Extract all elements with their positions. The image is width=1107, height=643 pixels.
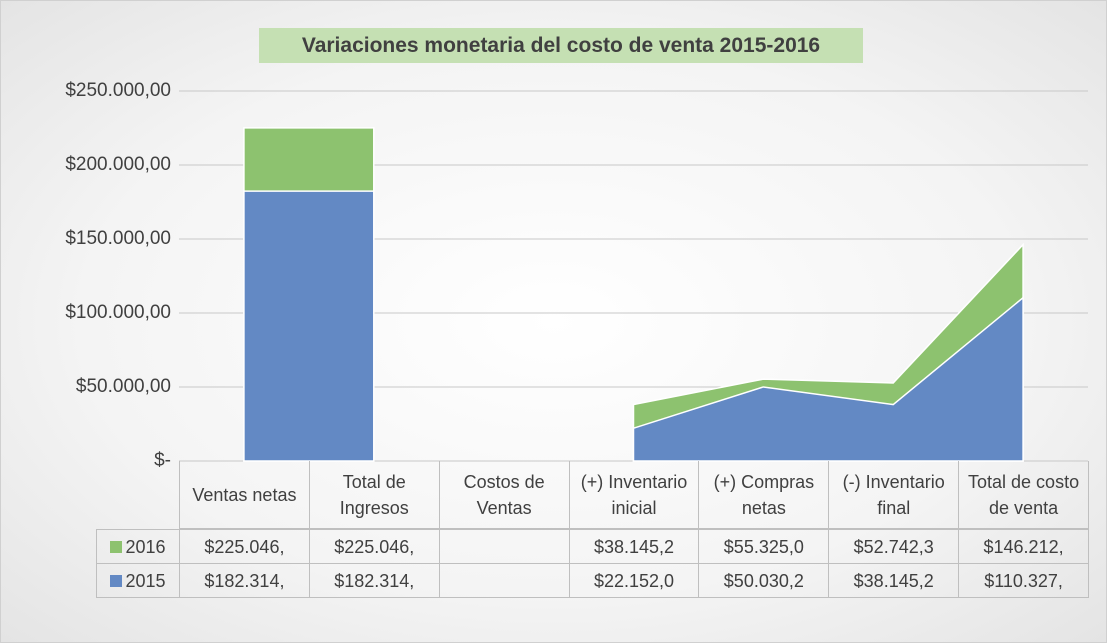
legend-swatch	[110, 540, 123, 553]
category-header: Total de costo de venta	[958, 461, 1089, 529]
table-cell: $52.742,3	[828, 529, 960, 564]
chart-title: Variaciones monetaria del costo de venta…	[259, 28, 863, 63]
table-cell: $110.327,	[958, 563, 1089, 598]
table-cell: $38.145,2	[568, 529, 700, 564]
y-tick-label: $150.000,00	[65, 228, 171, 249]
y-tick-label: $250.000,00	[65, 80, 171, 101]
y-tick-label: $-	[154, 450, 171, 471]
category-header: (+) Compras netas	[698, 461, 830, 529]
table-cell: $38.145,2	[828, 563, 960, 598]
y-tick-label: $100.000,00	[65, 302, 171, 323]
legend-swatch	[110, 574, 123, 587]
table-cell: $146.212,	[958, 529, 1089, 564]
table-cell	[438, 563, 570, 598]
legend-entry: 2016	[96, 529, 180, 564]
table-cell: $225.046,	[179, 529, 310, 564]
table-cell	[438, 529, 570, 564]
category-header: Total de Ingresos	[308, 461, 440, 529]
category-header: (-) Inventario final	[828, 461, 960, 529]
category-header: Ventas netas	[179, 461, 310, 529]
table-cell: $225.046,	[308, 529, 440, 564]
table-cell: $182.314,	[308, 563, 440, 598]
table-cell: $182.314,	[179, 563, 310, 598]
y-tick-label: $200.000,00	[65, 154, 171, 175]
table-cell: $50.030,2	[698, 563, 830, 598]
area	[243, 190, 1024, 462]
legend-label: 2015	[125, 570, 166, 591]
y-tick-label: $50.000,00	[76, 376, 171, 397]
table-cell: $55.325,0	[698, 529, 830, 564]
category-header: Costos de Ventas	[438, 461, 570, 529]
table-cell: $22.152,0	[568, 563, 700, 598]
category-header: (+) Inventario inicial	[568, 461, 700, 529]
legend-entry: 2015	[96, 563, 180, 598]
legend-label: 2016	[125, 536, 166, 557]
